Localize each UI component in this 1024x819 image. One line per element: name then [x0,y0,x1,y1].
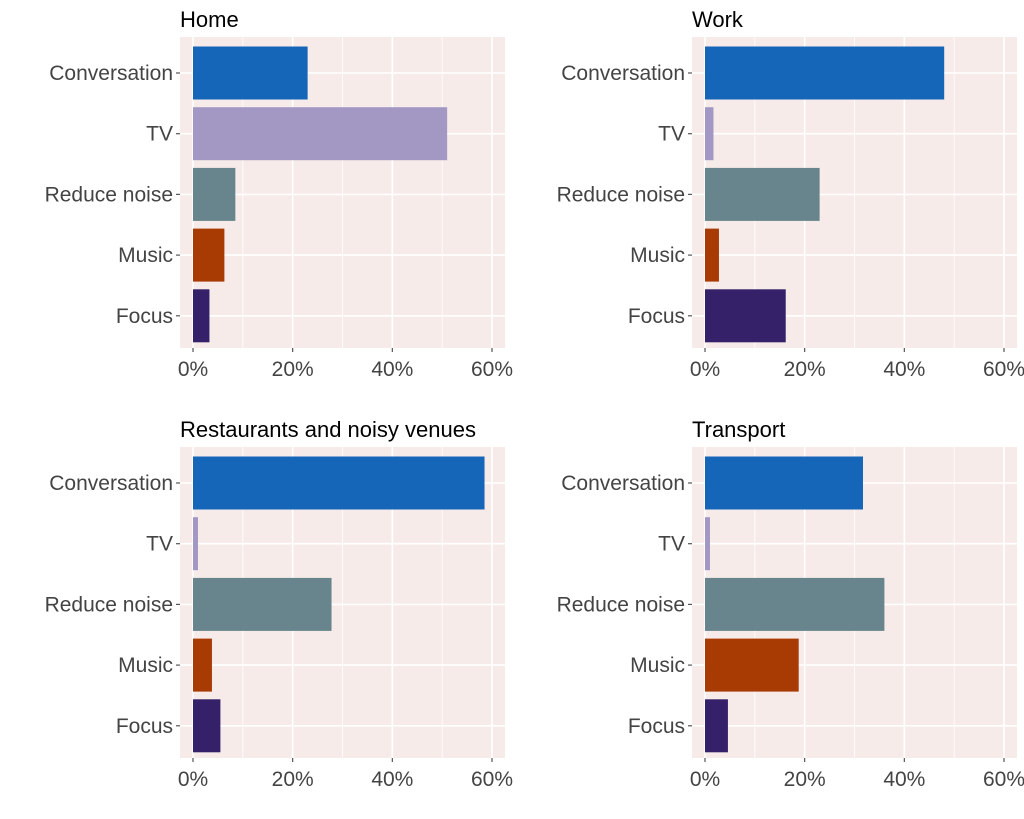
x-tick-label: 40% [883,768,925,791]
bar-music [705,228,719,282]
category-label: TV [658,123,685,146]
x-tick-label: 20% [272,768,314,791]
x-tick-label: 20% [784,768,826,791]
bar-tv [705,107,714,161]
x-tick-label: 20% [784,358,826,381]
bar-music [193,638,212,692]
x-tick-label: 40% [371,768,413,791]
bar-conversation [193,456,485,510]
bar-tv [193,517,198,571]
category-label: TV [658,533,685,556]
x-tick-label: 0% [690,768,720,791]
panel-title: Work [692,7,744,32]
category-label: Reduce noise [557,183,685,206]
category-label: Reduce noise [557,593,685,616]
x-tick-label: 60% [983,768,1024,791]
x-tick-label: 40% [371,358,413,381]
panel-transport: Transport Conversation TV Reduce noise Music… [557,417,1024,791]
category-label: TV [146,533,173,556]
bar-focus [193,289,210,343]
category-label: Focus [628,715,685,738]
category-label: Music [630,244,685,267]
bar-focus [193,699,221,753]
x-tick-label: 60% [471,358,513,381]
bar-conversation [705,456,863,510]
bar-tv [193,107,448,161]
bar-reduce-noise [705,167,820,221]
panel-home: Home Conversation TV Reduce noise Music Focus… [45,7,513,381]
bar-focus [705,289,786,343]
bar-music [193,228,225,282]
bar-reduce-noise [193,167,236,221]
bar-reduce-noise [193,577,332,631]
category-label: Reduce noise [45,593,173,616]
x-tick-label: 0% [690,358,720,381]
x-tick-label: 0% [178,768,208,791]
category-label: Conversation [49,62,173,85]
x-tick-label: 60% [983,358,1024,381]
x-tick-label: 20% [272,358,314,381]
x-tick-label: 0% [178,358,208,381]
category-label: Conversation [561,472,685,495]
category-label: Music [118,654,173,677]
panel-work: Work Conversation TV Reduce noise Music Focus… [557,7,1024,381]
x-tick-label: 40% [883,358,925,381]
x-tick-label: 60% [471,768,513,791]
category-label: Reduce noise [45,183,173,206]
bar-music [705,638,799,692]
bar-conversation [705,46,945,100]
panel-title: Transport [692,417,785,442]
category-label: Music [118,244,173,267]
panel-restaurants-and-noisy-venues: Restaurants and noisy venues Conversation… [45,417,513,791]
category-label: Focus [628,305,685,328]
category-label: TV [146,123,173,146]
category-label: Focus [116,305,173,328]
category-label: Focus [116,715,173,738]
category-label: Music [630,654,685,677]
panel-title: Restaurants and noisy venues [180,417,476,442]
category-label: Conversation [561,62,685,85]
panel-title: Home [180,7,239,32]
bar-focus [705,699,728,753]
bar-conversation [193,46,308,100]
bar-reduce-noise [705,577,885,631]
category-label: Conversation [49,472,173,495]
bar-tv [705,517,710,571]
